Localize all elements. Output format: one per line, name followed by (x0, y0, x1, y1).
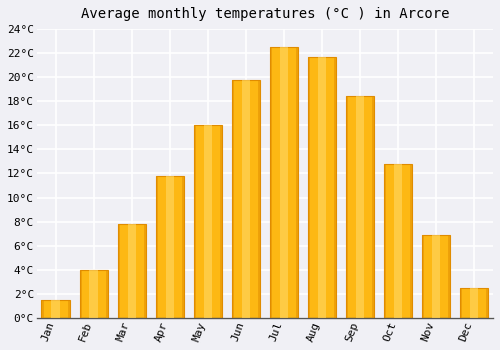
Bar (156, 176, 158, 318)
Bar (346, 97, 374, 318)
Bar (258, 79, 260, 318)
Bar (220, 125, 222, 318)
Bar (318, 57, 326, 318)
Bar (166, 176, 174, 318)
Bar (448, 235, 450, 318)
Bar (296, 47, 298, 318)
Bar (204, 125, 212, 318)
Bar (52, 300, 60, 318)
Bar (156, 176, 184, 318)
Bar (232, 79, 234, 318)
Bar (232, 79, 260, 318)
Bar (182, 176, 184, 318)
Bar (144, 224, 146, 318)
Bar (118, 224, 120, 318)
Bar (194, 125, 222, 318)
Bar (118, 224, 146, 318)
Bar (80, 270, 82, 318)
Bar (460, 288, 488, 318)
Bar (106, 270, 108, 318)
Bar (270, 47, 298, 318)
Bar (68, 300, 70, 318)
Title: Average monthly temperatures (°C ) in Arcore: Average monthly temperatures (°C ) in Ar… (80, 7, 449, 21)
Bar (128, 224, 136, 318)
Bar (470, 288, 478, 318)
Bar (394, 164, 402, 318)
Bar (270, 47, 272, 318)
Bar (486, 288, 488, 318)
Bar (372, 97, 374, 318)
Bar (308, 57, 336, 318)
Bar (194, 125, 196, 318)
Bar (42, 300, 70, 318)
Bar (410, 164, 412, 318)
Bar (42, 300, 44, 318)
Bar (80, 270, 108, 318)
Bar (432, 235, 440, 318)
Bar (280, 47, 288, 318)
Bar (384, 164, 386, 318)
Bar (90, 270, 98, 318)
Bar (346, 97, 348, 318)
Bar (422, 235, 450, 318)
Bar (334, 57, 336, 318)
Bar (308, 57, 310, 318)
Bar (384, 164, 412, 318)
Bar (460, 288, 462, 318)
Bar (356, 97, 364, 318)
Bar (422, 235, 424, 318)
Bar (242, 79, 250, 318)
